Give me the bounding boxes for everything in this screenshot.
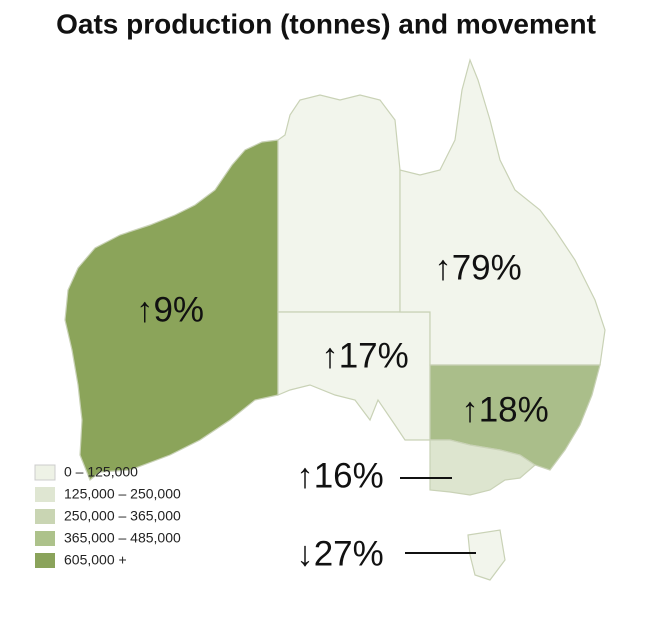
legend-label: 605,000 +: [64, 552, 127, 568]
legend-swatch: [35, 487, 55, 502]
legend-swatch: [35, 553, 55, 568]
region-label: ↑18%: [461, 390, 549, 429]
legend-label: 250,000 – 365,000: [64, 508, 181, 524]
region-label: ↑17%: [321, 336, 409, 375]
legend-label: 365,000 – 485,000: [64, 530, 181, 546]
legend-swatch: [34, 464, 56, 481]
region-label: ↑9%: [136, 290, 204, 329]
legend-swatch: [35, 531, 55, 546]
region-tas: [467, 529, 506, 581]
region-label: ↑79%: [434, 248, 522, 287]
legend-label: 0 – 125,000: [64, 464, 138, 480]
region-qld: [399, 58, 606, 366]
legend-label: 125,000 – 250,000: [64, 486, 181, 502]
region-label: ↓27%: [296, 534, 384, 573]
region-wa: [64, 139, 279, 481]
region-nt: [277, 94, 401, 313]
region-label: ↑16%: [296, 456, 384, 495]
title: Oats production (tonnes) and movement: [56, 8, 596, 39]
region-vic: [429, 439, 536, 496]
legend-swatch: [35, 509, 55, 524]
region-sa: [277, 311, 431, 441]
